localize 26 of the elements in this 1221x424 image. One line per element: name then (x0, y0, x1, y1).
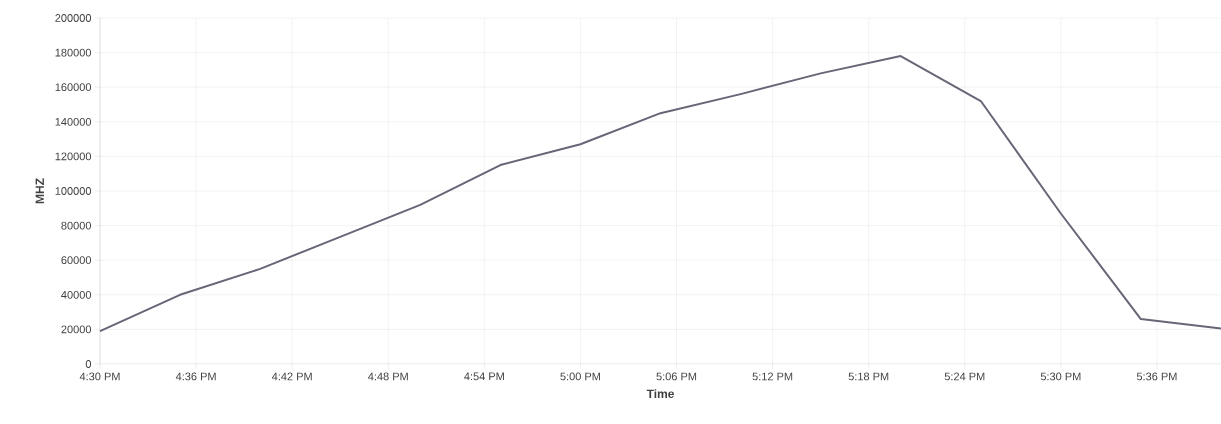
x-tick-label: 4:42 PM (271, 372, 312, 381)
y-tick-label: 80000 (61, 221, 92, 230)
x-tick-label: 5:06 PM (656, 372, 697, 381)
y-tick-label: 0 (85, 360, 92, 368)
y-tick-label: 200000 (55, 14, 92, 22)
y-tick-label: 40000 (61, 290, 92, 299)
y-tick-label: 140000 (55, 117, 92, 126)
x-tick-label: 5:24 PM (944, 372, 985, 381)
y-tick-label: 100000 (55, 187, 92, 195)
x-tick-label: 5:30 PM (1040, 372, 1081, 381)
x-tick-label: 4:36 PM (175, 372, 216, 381)
x-tick-label: 5:00 PM (560, 372, 600, 381)
y-tick-label: 180000 (55, 48, 92, 57)
x-tick-label: 5:36 PM (1136, 372, 1177, 381)
y-tick-label: 120000 (55, 152, 92, 161)
x-tick-label: 4:54 PM (464, 372, 504, 381)
x-tick-label: 5:18 PM (848, 372, 889, 381)
y-tick-label: 60000 (61, 256, 92, 265)
y-tick-label: 160000 (55, 83, 92, 92)
x-tick-label: 4:30 PM (79, 372, 120, 381)
line-series (99, 55, 1221, 333)
x-tick-label: 5:12 PM (752, 372, 793, 381)
y-tick-label: 20000 (61, 325, 92, 334)
y-axis-title: MHZ (35, 178, 44, 204)
x-tick-label: 4:48 PM (368, 372, 408, 381)
x-axis-title: Time (646, 389, 674, 398)
